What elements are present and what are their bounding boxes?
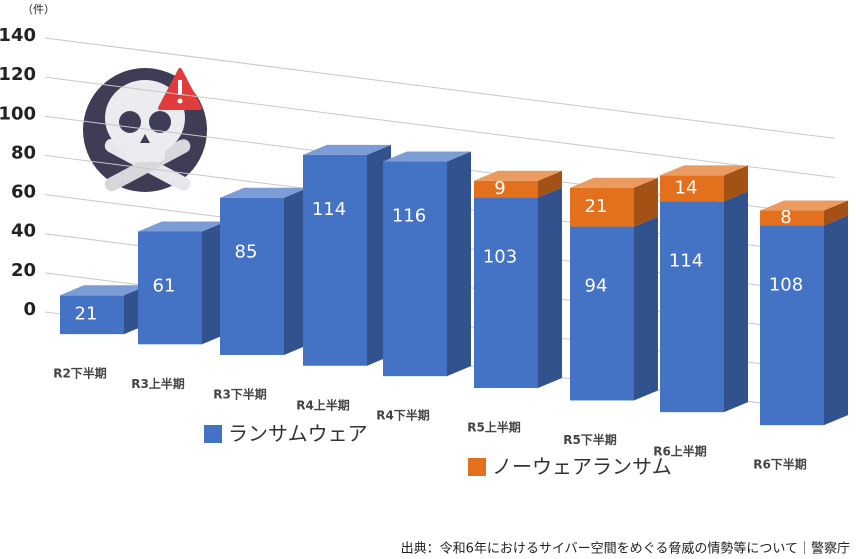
x-tick-label: R4上半期 bbox=[296, 397, 350, 412]
bar bbox=[138, 231, 202, 345]
skull-icon bbox=[83, 68, 207, 192]
bar bbox=[660, 175, 724, 202]
grid-line bbox=[44, 37, 836, 139]
y-tick-label: 120 bbox=[0, 64, 36, 85]
bar-top bbox=[303, 144, 391, 155]
x-tick-label: R3下半期 bbox=[213, 386, 267, 401]
bar bbox=[570, 226, 634, 401]
bar-top bbox=[660, 165, 748, 176]
x-tick-label: R5下半期 bbox=[563, 432, 617, 447]
bar-side bbox=[447, 151, 471, 377]
x-tick-label: R5上半期 bbox=[467, 419, 521, 434]
legend-swatch bbox=[468, 458, 486, 476]
y-tick-label: 40 bbox=[11, 221, 36, 242]
source: 出典：令和6年におけるサイバー空間をめぐる脅威の情勢等について｜警察庁 bbox=[401, 541, 850, 557]
bar-side bbox=[824, 200, 848, 226]
bar bbox=[474, 197, 538, 388]
x-tick-label: R6下半期 bbox=[753, 457, 807, 472]
bar-side bbox=[824, 215, 848, 426]
bar-side bbox=[538, 187, 562, 388]
y-tick-label: 20 bbox=[11, 260, 36, 281]
bar bbox=[760, 210, 824, 226]
value-label: 85 bbox=[235, 242, 258, 263]
bar-side bbox=[284, 187, 308, 355]
bar-side bbox=[634, 216, 658, 401]
y-tick-label: 80 bbox=[11, 142, 36, 163]
bar-side bbox=[538, 170, 562, 198]
bar-top bbox=[383, 151, 471, 162]
bar-top bbox=[60, 285, 148, 296]
bar bbox=[383, 161, 447, 377]
y-tick-label: 100 bbox=[0, 103, 36, 124]
value-label: 21 bbox=[585, 196, 608, 217]
value-label: 114 bbox=[669, 250, 703, 271]
bar bbox=[60, 295, 124, 335]
bar bbox=[660, 201, 724, 413]
bar-side bbox=[634, 177, 658, 227]
bar-top bbox=[220, 187, 308, 198]
bar-top bbox=[474, 170, 562, 181]
y-tick-label: 140 bbox=[0, 25, 36, 46]
bar-side bbox=[724, 165, 748, 202]
value-label: 61 bbox=[153, 275, 176, 296]
bar bbox=[303, 154, 367, 366]
y-tick-label: 0 bbox=[23, 299, 36, 320]
unit-label: （件） bbox=[22, 3, 55, 16]
value-label: 9 bbox=[494, 178, 505, 199]
bar bbox=[474, 180, 538, 198]
value-label: 108 bbox=[769, 274, 803, 295]
bar bbox=[760, 225, 824, 426]
value-label: 114 bbox=[312, 199, 346, 220]
bar-top bbox=[570, 177, 658, 188]
legend-swatch bbox=[204, 425, 222, 443]
y-tick-label: 60 bbox=[11, 182, 36, 203]
value-label: 103 bbox=[483, 246, 517, 267]
bar-side bbox=[724, 191, 748, 413]
x-tick-label: R2下半期 bbox=[53, 366, 107, 381]
legend-label: ランサムウェア bbox=[228, 422, 368, 446]
bar bbox=[220, 197, 284, 355]
x-tick-label: R3上半期 bbox=[131, 376, 185, 391]
bar-top bbox=[760, 200, 848, 211]
legend-label: ノーウェアランサム bbox=[492, 455, 672, 479]
x-tick-label: R4下半期 bbox=[376, 408, 430, 423]
bar bbox=[570, 187, 634, 227]
grid-line bbox=[44, 76, 836, 178]
value-label: 8 bbox=[780, 207, 791, 228]
value-label: 14 bbox=[675, 177, 698, 198]
x-tick-label: R6上半期 bbox=[653, 444, 707, 459]
value-label: 94 bbox=[585, 276, 608, 297]
bar-top bbox=[138, 221, 226, 232]
value-label: 116 bbox=[392, 206, 426, 227]
value-label: 21 bbox=[75, 304, 98, 325]
